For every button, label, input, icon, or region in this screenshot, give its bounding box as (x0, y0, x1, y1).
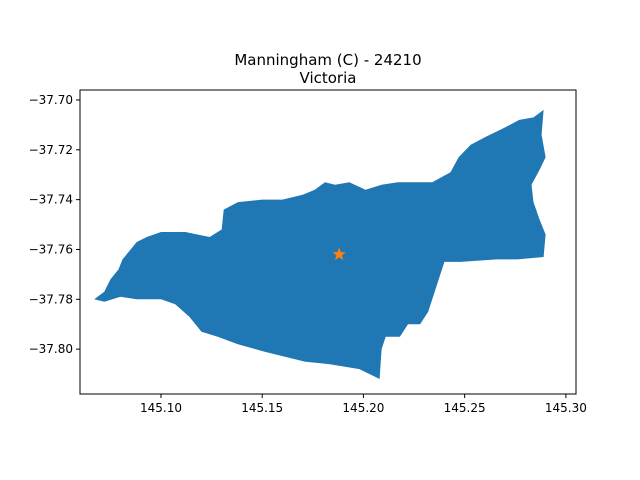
axes-frame (79, 89, 577, 395)
y-tick-label: −37.74 (29, 193, 73, 207)
y-tick-label: −37.76 (29, 242, 73, 256)
x-tick-label: 145.20 (342, 401, 384, 415)
map-title-line1: Manningham (C) - 24210 (234, 51, 421, 69)
x-tick-label: 145.30 (545, 401, 587, 415)
plot-area (94, 109, 546, 380)
x-tick-label: 145.15 (241, 401, 283, 415)
y-tick-label: −37.80 (29, 342, 73, 356)
star-icon (332, 247, 346, 261)
map-title-line2: Victoria (300, 69, 357, 87)
y-axis: −37.70 −37.72 −37.74 −37.76 −37.78 −37.80 (29, 93, 80, 356)
x-axis: 145.10 145.15 145.20 145.25 145.30 (140, 394, 587, 415)
y-tick-label: −37.70 (29, 93, 73, 107)
y-tick-label: −37.78 (29, 292, 73, 306)
x-tick-label: 145.25 (444, 401, 486, 415)
region-polygon (94, 109, 546, 380)
x-tick-label: 145.10 (140, 401, 182, 415)
y-tick-label: −37.72 (29, 143, 73, 157)
